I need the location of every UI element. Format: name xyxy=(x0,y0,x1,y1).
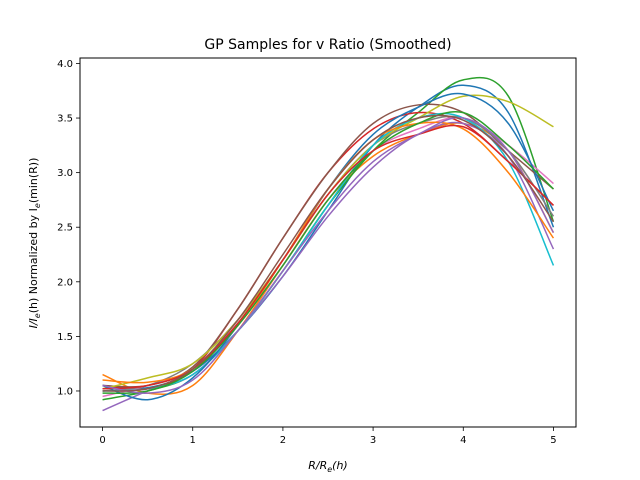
x-axis-label-base: R/R xyxy=(308,459,327,472)
y-axis-label-sub2: e xyxy=(33,203,42,208)
x-tick-label: 4 xyxy=(460,435,466,446)
plot-frame xyxy=(79,57,577,428)
y-axis-label: I/Ie(h) Normalized by Ie(min(R)) xyxy=(27,158,42,329)
series-line-13 xyxy=(102,111,554,395)
x-axis-label: R/Re(h) xyxy=(308,459,347,474)
chart-title: GP Samples for v Ratio (Smoothed) xyxy=(204,37,451,53)
y-tick-label: 2.0 xyxy=(57,277,73,288)
y-axis-label-sub1: e xyxy=(33,313,42,318)
x-tick-label: 0 xyxy=(99,435,105,446)
y-axis-label-c: (min(R)) xyxy=(27,158,40,204)
x-axis-label-sub: e xyxy=(327,465,332,474)
x-axis: 0 1 2 3 4 5 xyxy=(99,427,557,446)
y-tick-label: 2.5 xyxy=(57,223,73,234)
y-axis-label-a: I/I xyxy=(27,318,40,328)
series-line-16 xyxy=(102,114,555,392)
series-line-15 xyxy=(102,116,555,394)
x-tick-label: 1 xyxy=(190,435,196,446)
y-tick-label: 4.0 xyxy=(57,59,73,70)
x-tick-label: 2 xyxy=(280,435,286,446)
x-axis-label-tail: (h) xyxy=(332,459,348,472)
y-tick-label: 1.5 xyxy=(57,332,73,343)
y-tick-label: 1.0 xyxy=(57,386,73,397)
y-tick-label: 3.0 xyxy=(57,168,73,179)
x-tick-label: 3 xyxy=(370,435,376,446)
y-tick-label: 3.5 xyxy=(57,114,73,125)
series-layer xyxy=(102,76,555,412)
y-axis: 1.0 1.5 2.0 2.5 3.0 3.5 4.0 xyxy=(57,59,80,397)
y-axis-label-b: (h) Normalized by I xyxy=(27,208,40,313)
x-tick-label: 5 xyxy=(550,435,556,446)
